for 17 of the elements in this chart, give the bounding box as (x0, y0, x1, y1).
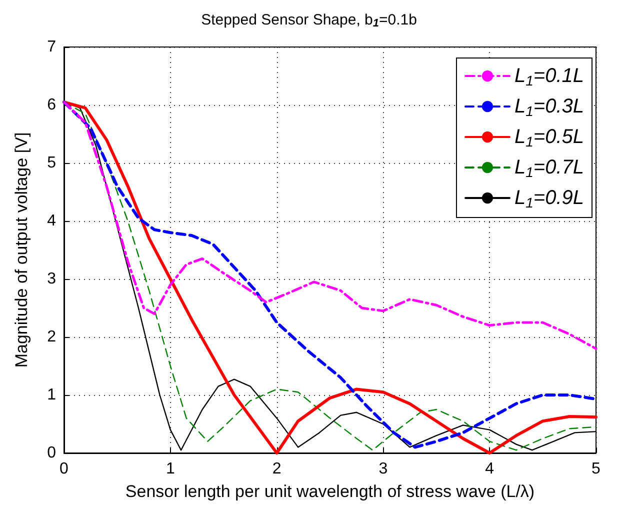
y-tick-label: 7 (47, 38, 56, 56)
y-tick-label: 3 (47, 270, 56, 288)
y-tick-label: 5 (47, 154, 56, 172)
y-tick-label: 2 (47, 328, 56, 346)
x-tick-label: 1 (166, 460, 175, 478)
x-tick-label: 0 (60, 460, 69, 478)
x-tick-label: 3 (378, 460, 388, 478)
y-axis-title: Magnitude of output voltage [V] (12, 132, 31, 368)
x-tick-label: 2 (272, 460, 282, 478)
y-tick-label: 1 (47, 386, 56, 404)
y-tick-label: 0 (47, 444, 56, 462)
line-series (62, 100, 598, 350)
y-tick-label: 6 (47, 96, 56, 114)
x-tick-label: 4 (485, 460, 494, 478)
x-axis-title: Sensor length per unit wavelength of stress wave (L/λ) (125, 482, 535, 501)
y-tick-label: 4 (47, 212, 56, 230)
x-tick-label: 5 (592, 460, 601, 478)
